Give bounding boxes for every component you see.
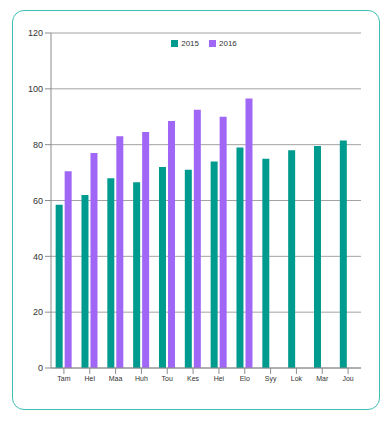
svg-text:Elo: Elo: [240, 375, 250, 382]
svg-text:40: 40: [33, 252, 43, 262]
svg-text:Huh: Huh: [135, 375, 148, 382]
svg-text:60: 60: [33, 196, 43, 206]
html-text:2015: 2015: [181, 39, 199, 48]
svg-text:100: 100: [28, 84, 43, 94]
svg-text:120: 120: [28, 28, 43, 38]
svg-text:80: 80: [33, 140, 43, 150]
svg-text:20: 20: [33, 307, 43, 317]
svg-text:Hei: Hei: [214, 375, 225, 382]
svg-text:Kes: Kes: [187, 375, 200, 382]
svg-text:Tou: Tou: [162, 375, 173, 382]
svg-text:Jou: Jou: [342, 375, 353, 382]
svg-text:Lok: Lok: [291, 375, 303, 382]
svg-text:0: 0: [38, 363, 43, 373]
svg-text:Syy: Syy: [265, 375, 277, 383]
svg-text:Tam: Tam: [57, 375, 70, 382]
svg-text:Mar: Mar: [316, 375, 329, 382]
html-text:2016: 2016: [219, 39, 237, 48]
svg-text:Hel: Hel: [84, 375, 95, 382]
svg-text:Maa: Maa: [109, 375, 123, 382]
